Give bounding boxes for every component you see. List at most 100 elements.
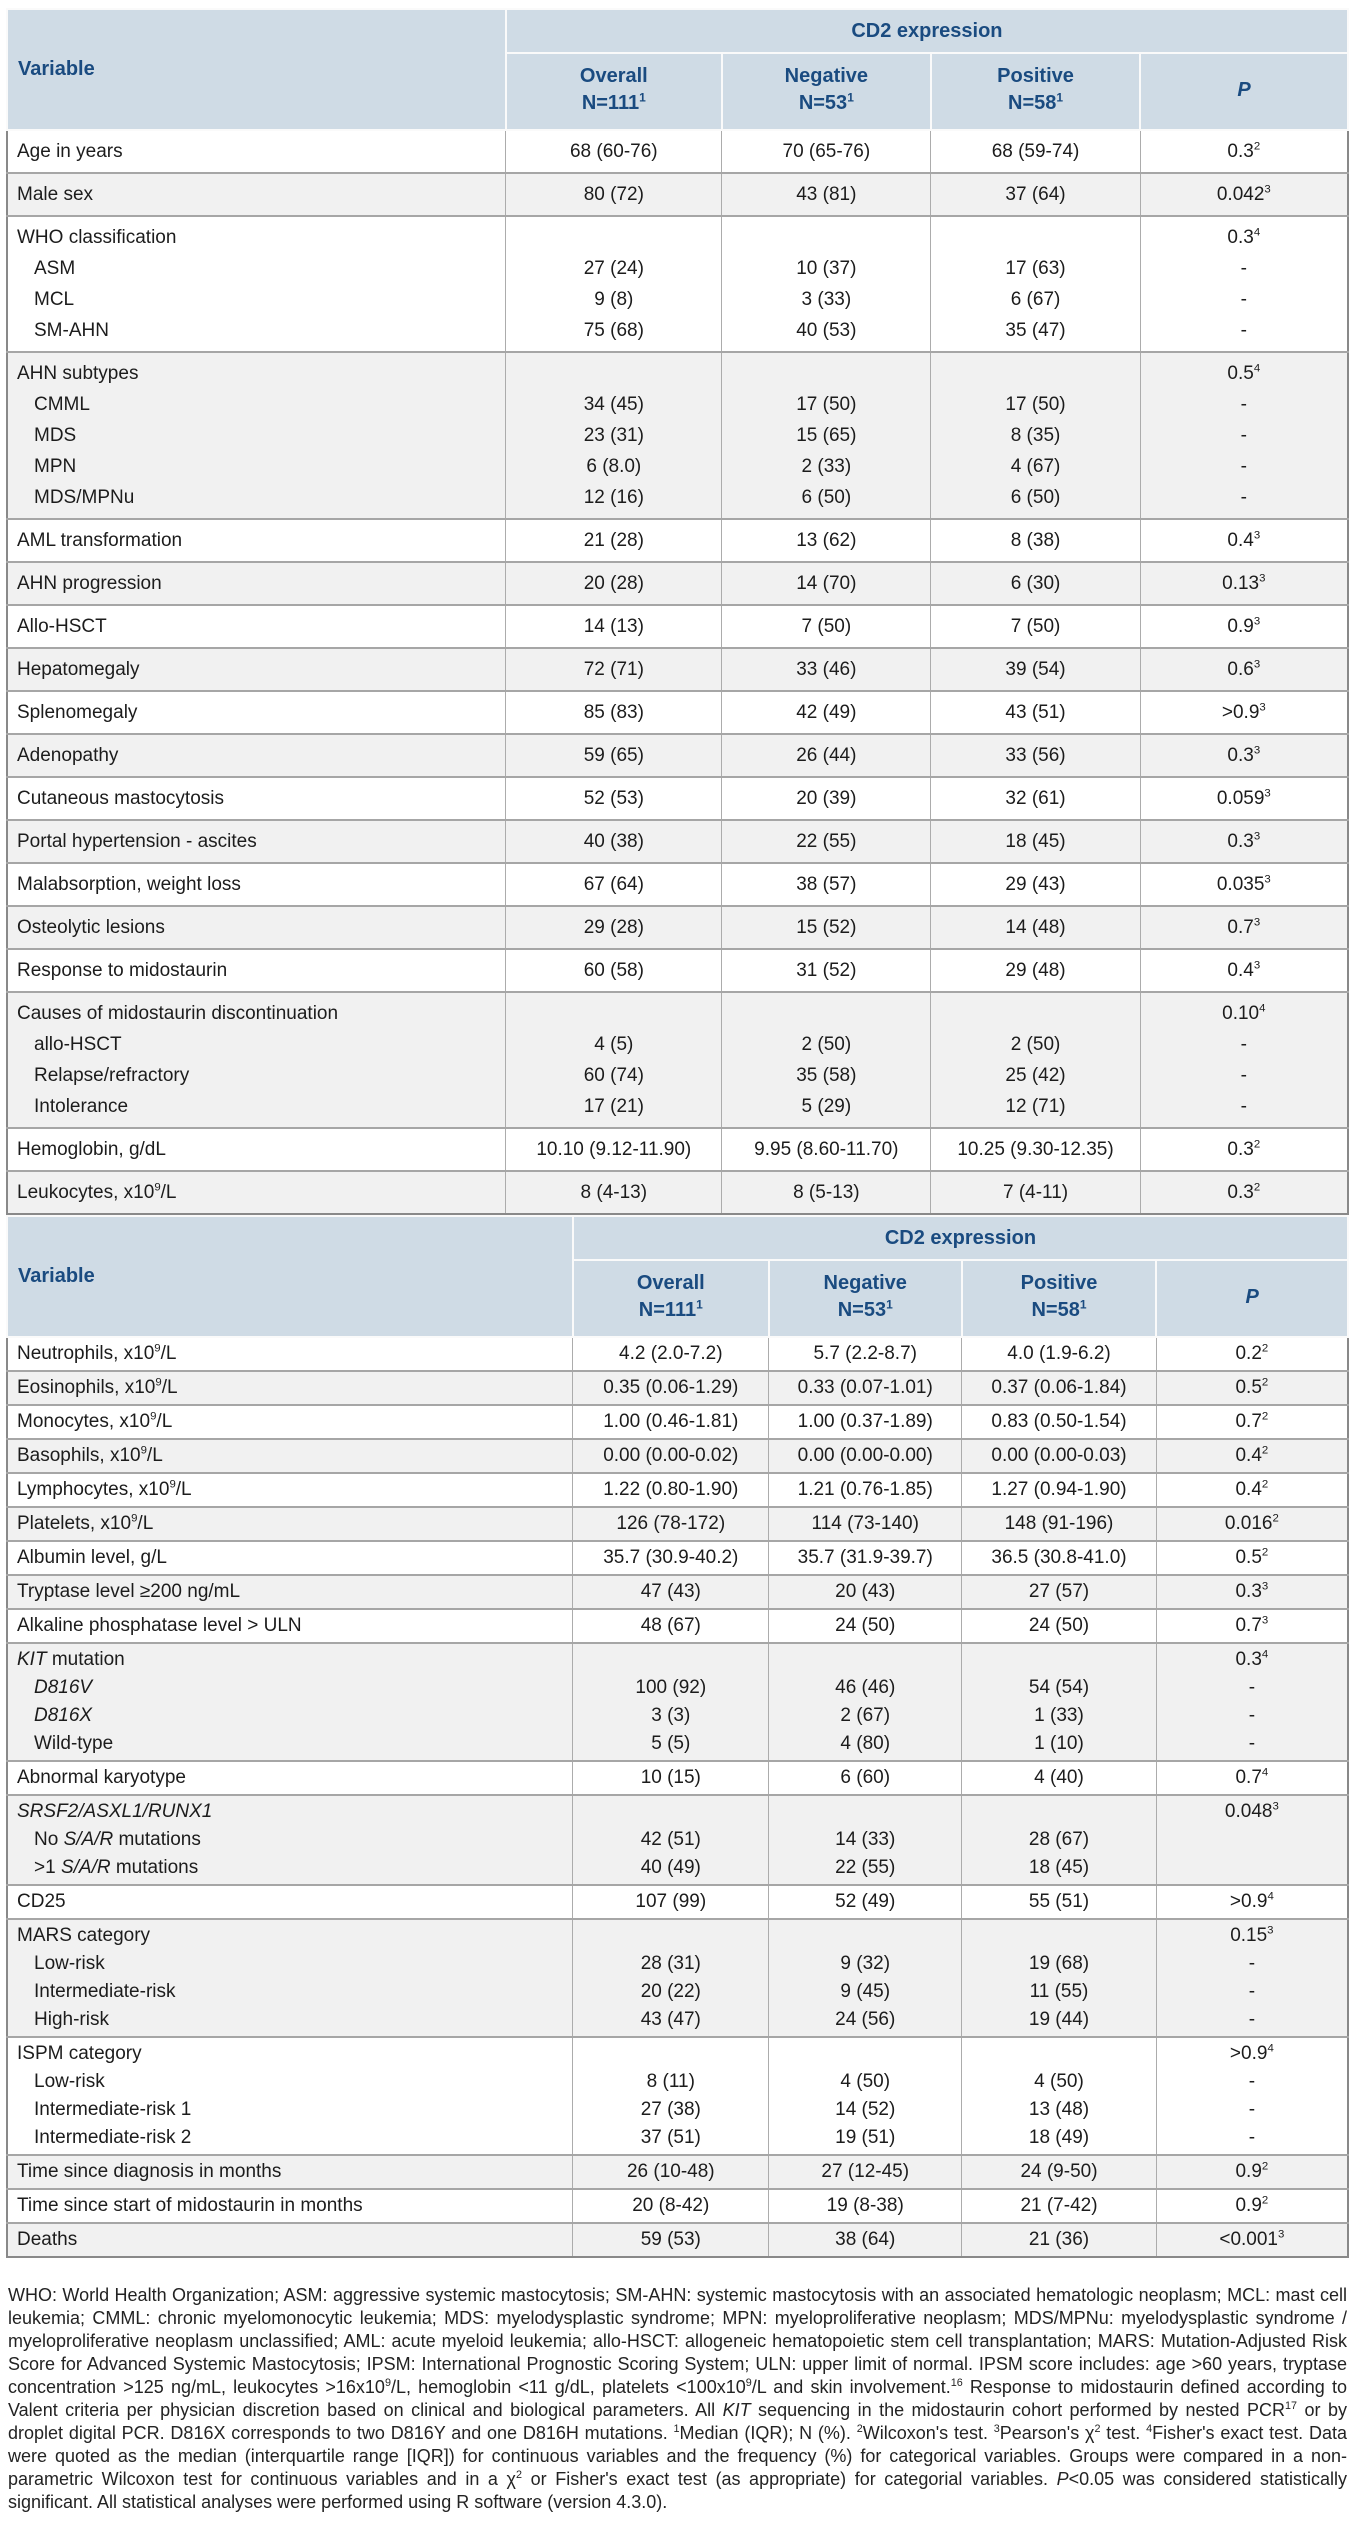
overall-cell: 42 (51) 40 (49) (572, 1795, 769, 1885)
overall-cell: 59 (65) (505, 734, 722, 777)
p-value: 0.42 (1235, 1478, 1269, 1500)
row-label-cell: Monocytes, x109/L (7, 1405, 573, 1439)
row-label-cell: Cutaneous mastocytosis (7, 777, 506, 820)
cell-value: 26 (10-48) (626, 2161, 715, 2182)
positive-cell: 28 (67) 18 (45) (961, 1795, 1157, 1885)
p-value-cell: 0.43 (1139, 519, 1348, 562)
p-value: 0.74 (1235, 1766, 1269, 1788)
cell-value: 15 (52) (796, 917, 857, 938)
overall-column-header: Overall N=1111 (504, 52, 723, 131)
row-label-cell: Splenomegaly (7, 691, 506, 734)
row-label-cell: Hemoglobin, g/dL (7, 1128, 506, 1171)
table-row: Allo-HSCT 14 (13) 7 (50) 7 (50) 0.93 (7, 605, 1348, 648)
cell-value: 35.7 (30.9-40.2) (603, 1547, 739, 1568)
row-label-cell: WHO classification ASM MCL SM-AHN (7, 216, 506, 352)
cell-value: 2 (50) (801, 1034, 852, 1055)
positive-cell: 24 (9-50) (961, 2155, 1157, 2189)
cell-value: 27 (38) (640, 2099, 701, 2120)
row-label: MPN (34, 456, 77, 477)
p-value: - (1240, 1096, 1247, 1117)
overall-cell: 126 (78-172) (572, 1507, 769, 1541)
table-row: Portal hypertension - ascites 40 (38) 22 (… (7, 820, 1348, 863)
cell-value: 10 (37) (796, 258, 857, 279)
p-value: 0.34 (1235, 1648, 1269, 1670)
p-value: >0.93 (1221, 701, 1266, 723)
positive-cell: 17 (50) 8 (35) 4 (67) 6 (50) (930, 352, 1141, 519)
cell-value: 27 (12-45) (821, 2161, 910, 2182)
p-value: 0.133 (1222, 572, 1266, 594)
cell-value: 6 (50) (1010, 487, 1061, 508)
overall-cell: 1.00 (0.46-1.81) (572, 1405, 769, 1439)
table-row: AHN progression 20 (28) 14 (70) 6 (30) 0.133 (7, 562, 1348, 605)
cell-value: 28 (31) (640, 1953, 701, 1974)
row-label: Portal hypertension - ascites (17, 831, 257, 852)
table-row: AML transformation 21 (28) 13 (62) 8 (38) 0.… (7, 519, 1348, 562)
table-row: Eosinophils, x109/L 0.35 (0.06-1.29) 0.33 … (7, 1371, 1348, 1405)
row-label: Allo-HSCT (17, 616, 107, 637)
cell-value: 5 (5) (651, 1733, 691, 1754)
negative-cell: 0.00 (0.00-0.00) (768, 1439, 962, 1473)
variable-column-header: Variable (6, 1215, 574, 1338)
column-label: Overall (579, 65, 648, 87)
cell-value: 0.33 (0.07-1.01) (797, 1377, 933, 1398)
column-label: Negative (823, 1272, 907, 1294)
cell-value: 9 (8) (594, 289, 634, 310)
p-value-cell: 0.34 - - - (1155, 1643, 1348, 1761)
overall-cell: 10 (15) (572, 1761, 769, 1795)
p-value: 0.73 (1227, 916, 1261, 938)
cell-value: 14 (33) (835, 1829, 896, 1850)
row-label: Neutrophils, x109/L (17, 1342, 177, 1364)
p-value: 0.153 (1230, 1924, 1274, 1946)
p-value: 0.32 (1227, 1138, 1261, 1160)
cell-value: 15 (65) (796, 425, 857, 446)
overall-cell: 8 (4-13) (505, 1171, 722, 1214)
row-label: Hepatomegaly (17, 659, 140, 680)
cell-value: 17 (50) (1005, 394, 1066, 415)
p-value: - (1248, 2071, 1256, 2092)
row-label-cell: Leukocytes, x109/L (7, 1171, 506, 1214)
p-value: 0.34 (1227, 226, 1261, 248)
negative-cell: 26 (44) (721, 734, 931, 777)
overall-cell: 35.7 (30.9-40.2) (572, 1541, 769, 1575)
p-value-cell: >0.94 (1155, 1885, 1348, 1919)
p-value-cell: 0.93 (1139, 605, 1348, 648)
row-label-cell: Age in years (7, 130, 506, 173)
p-value: - (1240, 456, 1247, 477)
p-value: - (1248, 2127, 1256, 2148)
cell-value: 1.00 (0.46-1.81) (603, 1411, 739, 1432)
negative-cell: 1.21 (0.76-1.85) (768, 1473, 962, 1507)
row-label-cell: Deaths (7, 2223, 573, 2257)
cell-value: 68 (59-74) (991, 141, 1080, 162)
table-footnote: WHO: World Health Organization; ASM: agg… (8, 2285, 1348, 2512)
cell-value: 35.7 (31.9-39.7) (797, 1547, 933, 1568)
cell-value (573, 2040, 768, 2068)
row-label: Wild-type (34, 1733, 114, 1754)
positive-cell: 39 (54) (930, 648, 1141, 691)
overall-cell: 28 (31) 20 (22) 43 (47) (572, 1919, 769, 2037)
cell-value: 17 (21) (583, 1096, 644, 1117)
p-value (1157, 1854, 1347, 1882)
negative-cell: 1.00 (0.37-1.89) (768, 1405, 962, 1439)
p-value: 0.52 (1235, 1546, 1269, 1568)
cell-value: 36.5 (30.8-41.0) (991, 1547, 1127, 1568)
table-row: Platelets, x109/L 126 (78-172) 114 (73-140… (7, 1507, 1348, 1541)
negative-cell: 27 (12-45) (768, 2155, 962, 2189)
p-value-cell: 0.32 (1139, 1128, 1348, 1171)
row-label: Platelets, x109/L (17, 1512, 154, 1534)
cell-value: 20 (8-42) (632, 2195, 710, 2216)
row-label: Deaths (17, 2229, 78, 2250)
cell-value: 22 (55) (796, 831, 857, 852)
positive-cell: 6 (30) (930, 562, 1141, 605)
p-value-cell: 0.33 (1139, 820, 1348, 863)
positive-cell: 2 (50) 25 (42) 12 (71) (930, 992, 1141, 1128)
p-value-cell: 0.63 (1139, 648, 1348, 691)
cell-value: 9 (45) (840, 1981, 891, 2002)
p-value: 0.33 (1227, 744, 1261, 766)
positive-cell: 19 (68) 11 (55) 19 (44) (961, 1919, 1157, 2037)
cell-value: 35 (58) (796, 1065, 857, 1086)
p-value: 0.22 (1235, 1342, 1269, 1364)
cell-value: 19 (68) (1028, 1953, 1090, 1974)
p-value-cell: 0.0483 (1155, 1795, 1348, 1885)
overall-cell: 20 (28) (505, 562, 722, 605)
p-value: - (1248, 2009, 1256, 2030)
